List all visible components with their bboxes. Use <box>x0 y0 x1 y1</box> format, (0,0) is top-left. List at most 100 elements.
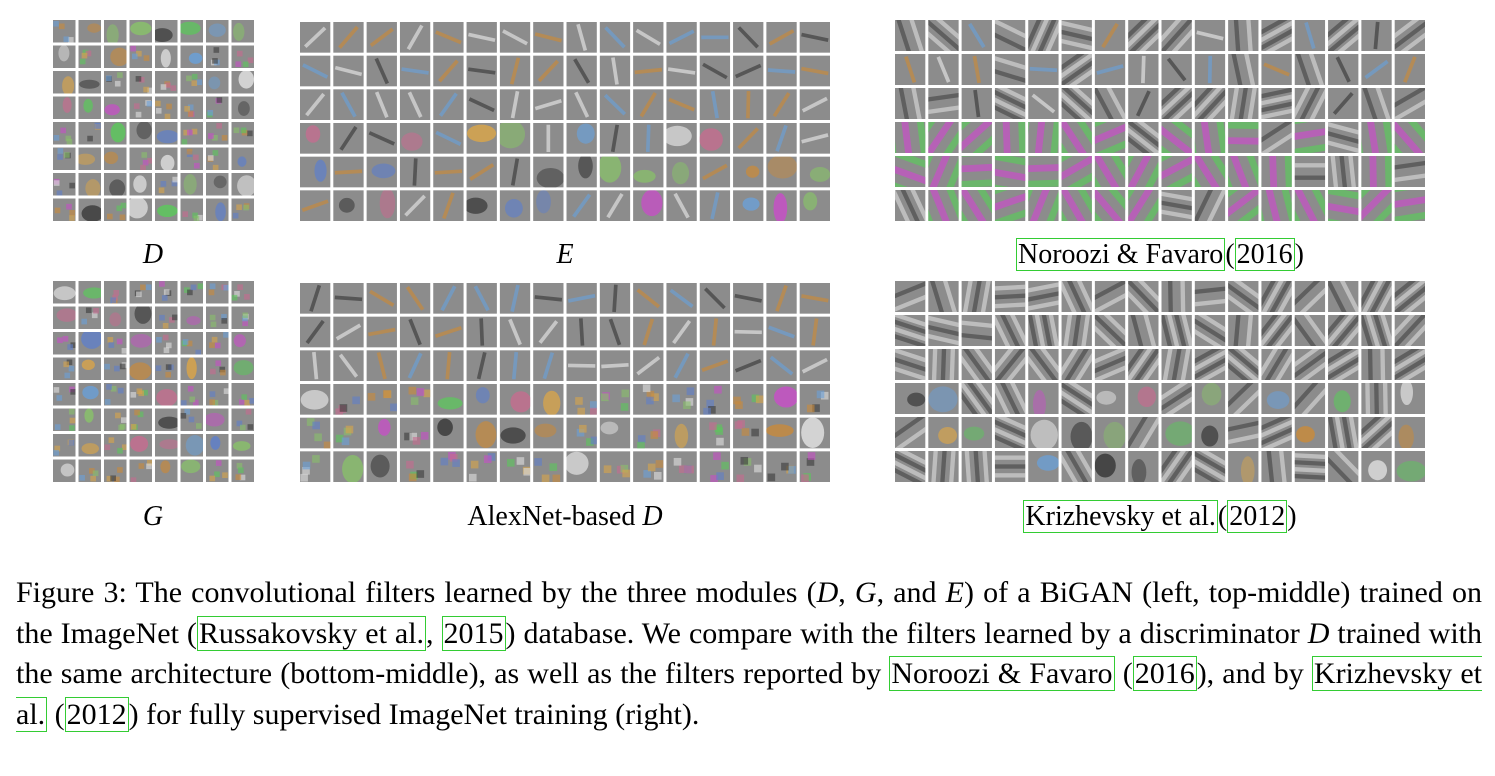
filter-tile <box>1261 122 1292 153</box>
filter-tile <box>1161 54 1192 85</box>
filter-tile <box>180 383 203 406</box>
filter-tile <box>129 198 152 221</box>
filter-tile <box>433 190 464 221</box>
cite-noroozi-year[interactable]: 2016 <box>1234 238 1295 271</box>
filter-tile <box>994 281 1026 312</box>
filter-tile <box>1328 417 1359 448</box>
cite-noroozi-author[interactable]: Noroozi & Favaro <box>1016 238 1226 271</box>
filter-tile <box>1028 156 1059 187</box>
filter-tile <box>78 198 101 221</box>
filter-tile <box>928 383 959 414</box>
filter-tile <box>104 173 127 196</box>
filter-tile <box>928 349 959 380</box>
filter-tile <box>633 190 664 221</box>
filter-tile <box>961 88 992 119</box>
filter-tile <box>1161 20 1192 51</box>
filter-tile <box>799 451 830 482</box>
filter-tile <box>533 89 564 120</box>
filter-tile <box>300 89 331 120</box>
filter-tile <box>895 315 926 346</box>
filter-tile <box>1061 281 1092 312</box>
filter-tile <box>599 123 631 154</box>
filter-tile <box>895 190 926 221</box>
filter-tile <box>1394 417 1425 448</box>
filter-tile <box>180 173 203 196</box>
filter-tile <box>799 417 830 449</box>
filter-tile <box>499 283 531 314</box>
filter-tile <box>53 459 76 482</box>
filter-tile <box>129 71 152 94</box>
filter-tile <box>961 451 992 482</box>
cite-krizhevsky-caption-year[interactable]: 2012 <box>64 696 129 732</box>
filter-tile <box>994 156 1026 187</box>
filter-tile <box>699 350 731 381</box>
filter-tile <box>466 156 497 188</box>
filter-tile <box>78 20 101 43</box>
filter-tile <box>928 417 959 448</box>
filter-tile <box>231 357 254 380</box>
filter-tile <box>104 71 127 94</box>
cite-noroozi-caption-author[interactable]: Noroozi & Favaro <box>889 656 1115 691</box>
filter-tile <box>566 417 597 449</box>
filter-tile <box>994 54 1026 85</box>
cite-russakovsky-author[interactable]: Russakovsky et al. <box>196 615 427 651</box>
filter-tile <box>1394 88 1425 119</box>
filter-tile <box>1028 417 1059 448</box>
filter-tile <box>599 283 631 314</box>
filter-tile <box>566 283 597 314</box>
filter-tile <box>1261 281 1292 312</box>
filters-d-grid <box>53 20 254 221</box>
filter-tile <box>180 96 203 119</box>
filter-tile <box>433 384 464 415</box>
filter-tile <box>129 122 152 145</box>
filter-tile <box>78 434 101 457</box>
filter-tile <box>599 156 631 188</box>
filter-tile <box>206 45 229 68</box>
filter-tile <box>766 283 797 314</box>
filter-tile <box>928 20 959 51</box>
filter-tile <box>961 20 992 51</box>
filter-tile <box>1194 54 1226 85</box>
filter-tile <box>1394 383 1425 414</box>
filter-tile <box>129 332 152 355</box>
filter-tile <box>1028 383 1059 414</box>
filter-tile <box>666 384 697 415</box>
filter-tile <box>1194 190 1226 221</box>
filter-tile <box>766 350 797 381</box>
filter-tile <box>766 55 797 87</box>
filter-tile <box>633 156 664 188</box>
filter-tile <box>1094 281 1126 312</box>
filter-tile <box>1194 349 1226 380</box>
filter-tile <box>566 384 597 415</box>
filters-g-svg <box>53 281 254 482</box>
filter-tile <box>1328 451 1359 482</box>
filter-tile <box>961 190 992 221</box>
filter-tile <box>1394 315 1425 346</box>
filter-tile <box>155 459 178 482</box>
cite-krizhevsky-year[interactable]: 2012 <box>1227 500 1288 533</box>
filter-tile <box>1128 315 1159 346</box>
filter-tile <box>799 123 830 154</box>
cite-krizhevsky-caption-author[interactable]: Krizhevsky et al. <box>16 656 1482 732</box>
filter-tile <box>499 350 531 381</box>
filter-tile <box>666 283 697 314</box>
filter-tile <box>129 459 152 482</box>
cite-noroozi-caption-year[interactable]: 2016 <box>1132 656 1197 691</box>
filter-tile <box>1094 156 1126 187</box>
filter-tile <box>1194 20 1226 51</box>
filter-tile <box>1061 190 1092 221</box>
filter-tile <box>433 417 464 449</box>
filter-tile <box>399 123 431 154</box>
cite-russakovsky-year[interactable]: 2015 <box>441 615 506 651</box>
filter-tile <box>566 123 597 154</box>
filter-tile <box>1028 88 1059 119</box>
filter-tile <box>104 434 127 457</box>
filter-tile <box>1361 88 1392 119</box>
filter-tile <box>1328 383 1359 414</box>
filter-tile <box>466 55 497 87</box>
filter-tile <box>333 384 364 415</box>
filter-tile <box>231 173 254 196</box>
cite-krizhevsky-author[interactable]: Krizhevsky et al. <box>1023 500 1218 533</box>
filter-tile <box>1261 20 1292 51</box>
filters-alexnet-grid <box>300 283 830 482</box>
